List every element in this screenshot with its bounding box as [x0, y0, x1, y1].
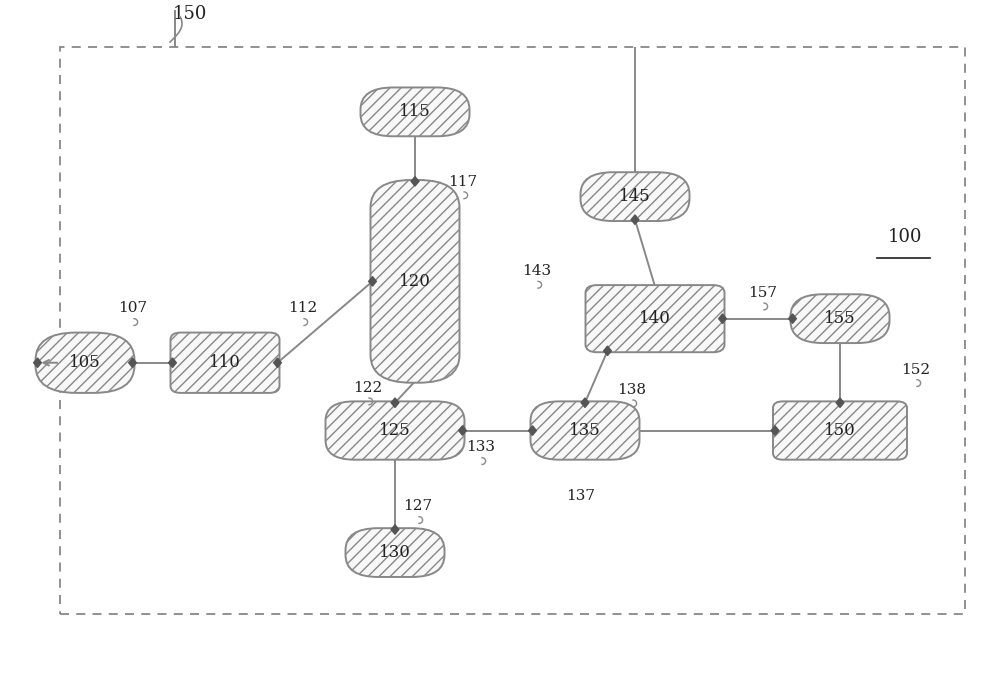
Polygon shape [369, 277, 376, 286]
Polygon shape [129, 358, 136, 367]
FancyBboxPatch shape [346, 528, 444, 577]
Text: 117: 117 [448, 175, 478, 188]
Text: 130: 130 [379, 544, 411, 561]
Text: 152: 152 [901, 363, 931, 376]
FancyBboxPatch shape [360, 87, 470, 136]
Text: 127: 127 [403, 500, 433, 513]
FancyBboxPatch shape [326, 401, 464, 460]
Text: 115: 115 [399, 103, 431, 121]
FancyBboxPatch shape [790, 294, 890, 343]
Text: 150: 150 [173, 5, 207, 22]
Text: 105: 105 [69, 354, 101, 372]
Polygon shape [789, 314, 796, 323]
FancyBboxPatch shape [773, 401, 907, 460]
Polygon shape [391, 525, 399, 534]
Text: 120: 120 [399, 273, 431, 290]
Polygon shape [581, 398, 589, 407]
Polygon shape [169, 358, 176, 367]
Text: 138: 138 [618, 383, 646, 397]
Text: 125: 125 [379, 422, 411, 439]
Text: 112: 112 [288, 302, 318, 315]
Polygon shape [836, 398, 844, 407]
Text: 150: 150 [824, 422, 856, 439]
Polygon shape [771, 426, 779, 435]
Polygon shape [274, 358, 281, 367]
FancyBboxPatch shape [370, 180, 460, 382]
FancyBboxPatch shape [586, 285, 724, 352]
Polygon shape [391, 398, 399, 407]
Polygon shape [604, 346, 611, 355]
Text: 110: 110 [209, 354, 241, 372]
Text: 140: 140 [639, 310, 671, 327]
Text: 145: 145 [619, 188, 651, 205]
Polygon shape [529, 426, 536, 435]
Text: 100: 100 [888, 228, 922, 246]
FancyBboxPatch shape [580, 172, 690, 221]
Polygon shape [631, 215, 639, 224]
FancyBboxPatch shape [36, 332, 134, 393]
Polygon shape [411, 177, 419, 186]
Text: 107: 107 [118, 302, 148, 315]
Text: 143: 143 [522, 264, 552, 278]
Text: 155: 155 [824, 310, 856, 327]
Text: 157: 157 [748, 286, 778, 300]
Text: 122: 122 [353, 381, 383, 395]
FancyBboxPatch shape [530, 401, 640, 460]
Text: 137: 137 [566, 490, 596, 503]
Polygon shape [719, 314, 726, 323]
Polygon shape [459, 426, 466, 435]
Text: 135: 135 [569, 422, 601, 439]
FancyBboxPatch shape [170, 332, 280, 393]
Text: 133: 133 [466, 441, 496, 454]
Polygon shape [34, 358, 41, 367]
